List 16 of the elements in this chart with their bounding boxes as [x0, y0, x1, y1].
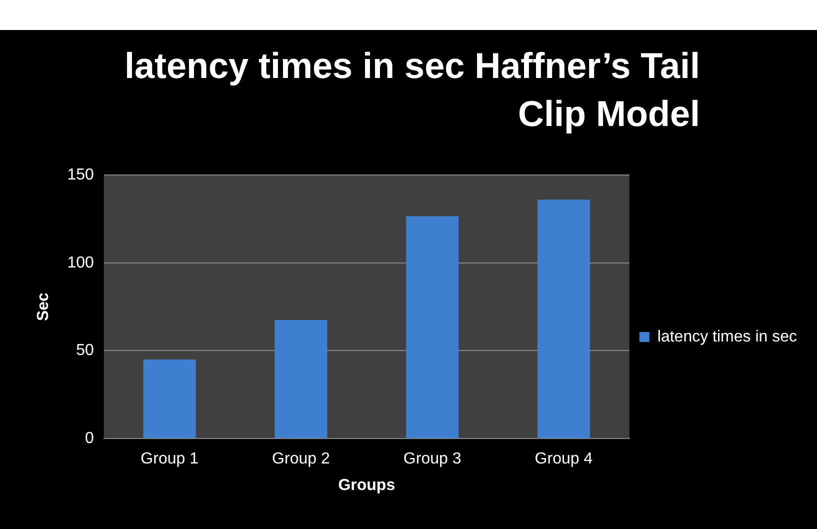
- x-tick-label: Group 2: [272, 450, 330, 468]
- bar: [537, 200, 590, 438]
- y-tick-label: 0: [84, 430, 94, 448]
- y-tick-label: 50: [76, 342, 94, 360]
- x-tick-label: Group 4: [534, 450, 593, 468]
- bar: [406, 216, 459, 438]
- x-axis-title: Groups: [338, 476, 396, 494]
- bar: [274, 320, 328, 438]
- y-axis-title: Sec: [35, 292, 52, 322]
- chart-title: latency times in sec Haffner’s Tail Clip Model: [123, 44, 700, 136]
- legend-label: latency times in sec: [657, 328, 797, 346]
- bar: [143, 360, 196, 438]
- y-tick-label: 100: [67, 254, 94, 272]
- x-tick-label: Group 1: [140, 450, 199, 468]
- y-tick-label: 150: [67, 166, 94, 184]
- x-tick-label: Group 3: [403, 450, 462, 468]
